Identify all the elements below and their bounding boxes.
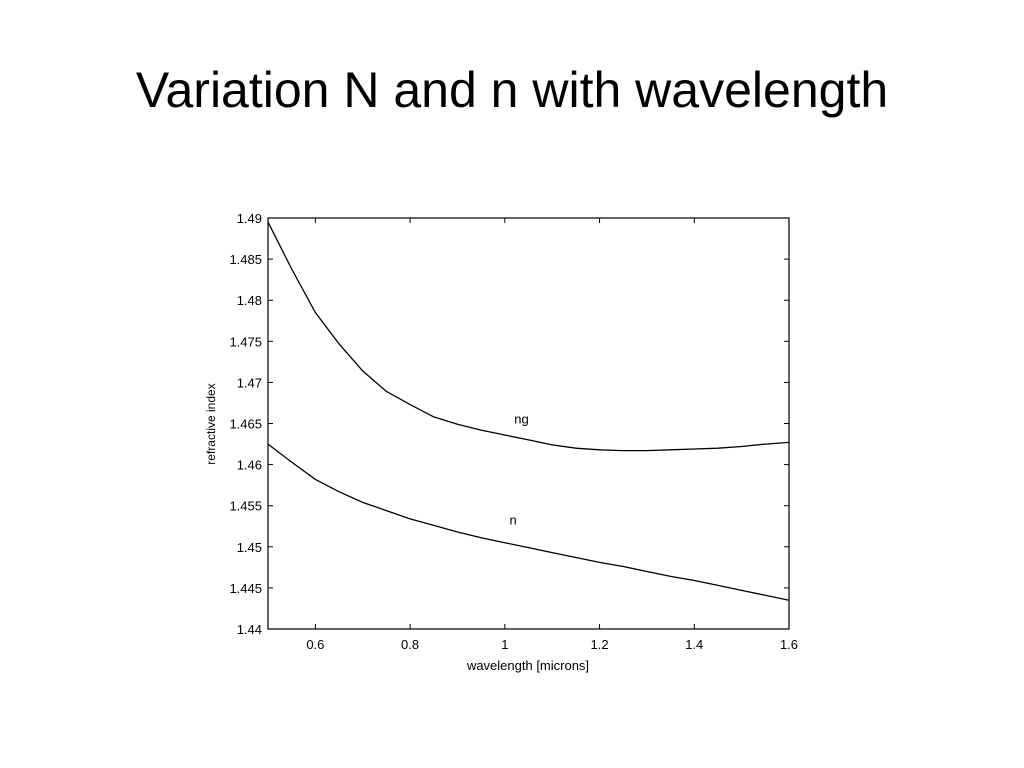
y-tick-label: 1.45 (237, 540, 262, 555)
y-tick-label: 1.47 (237, 375, 262, 390)
x-tick-label: 1.6 (780, 637, 798, 652)
y-tick-label: 1.455 (229, 499, 262, 514)
series-line-n (267, 443, 790, 601)
y-tick-label: 1.485 (229, 252, 262, 267)
x-tick-label: 0.6 (306, 637, 324, 652)
series-label-n: n (510, 513, 517, 528)
series-label-ng: ng (514, 412, 528, 427)
x-tick-label: 1 (501, 637, 508, 652)
y-tick-label: 1.445 (229, 581, 262, 596)
x-tick-label: 0.8 (401, 637, 419, 652)
slide-title: Variation N and n with wavelength (135, 62, 889, 118)
y-tick-label: 1.48 (237, 293, 262, 308)
y-tick-label: 1.46 (237, 458, 262, 473)
tick-labels: 0.6 0.8 1 1.2 1.4 1.6 1.44 1.445 1.45 1.455 1.46 1.… (229, 211, 798, 652)
x-axis-label: wavelength [microns] (466, 658, 589, 673)
x-tick-label: 1.2 (591, 637, 609, 652)
y-axis-label: refractive index (204, 383, 218, 464)
y-tick-label: 1.44 (237, 622, 262, 637)
x-tick-label: 1.4 (685, 637, 703, 652)
y-tick-label: 1.49 (237, 211, 262, 226)
series-line-ng (267, 221, 790, 452)
y-tick-label: 1.465 (229, 417, 262, 432)
series-lines (267, 221, 790, 601)
axis-ticks (268, 217, 790, 630)
y-tick-label: 1.475 (229, 334, 262, 349)
